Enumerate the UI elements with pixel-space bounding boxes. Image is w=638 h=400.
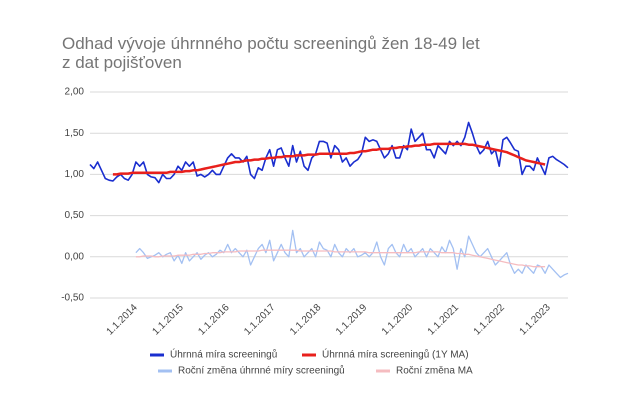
x-tick-label: 1.1.2022	[472, 302, 508, 338]
series-line	[135, 249, 546, 268]
x-tick-label: 1.1.2023	[518, 302, 554, 338]
y-tick-label: 0,50	[65, 210, 85, 221]
y-tick-label: -0,50	[61, 293, 84, 304]
x-tick-label: 1.1.2016	[196, 302, 232, 338]
y-tick-label: 2,00	[65, 87, 85, 98]
x-tick-label: 1.1.2020	[380, 302, 416, 338]
x-tick-label: 1.1.2018	[288, 302, 324, 338]
x-tick-label: 1.1.2019	[334, 302, 370, 338]
x-tick-label: 1.1.2017	[242, 302, 278, 338]
legend-label: Roční změna úhrnné míry screeningů	[178, 365, 345, 377]
y-tick-label: 0,00	[65, 251, 85, 262]
chart-title: Odhad vývoje úhrnného počtu screeningů ž…	[62, 34, 480, 72]
legend-label: Úhrnná míra screeningů	[170, 348, 277, 361]
x-tick-label: 1.1.2014	[105, 302, 141, 338]
series-line	[112, 142, 546, 176]
x-tick-label: 1.1.2021	[426, 302, 462, 338]
legend-label: Úhrnná míra screeningů (1Y MA)	[322, 348, 469, 361]
y-tick-label: 1,50	[65, 128, 85, 139]
legend-label: Roční změna MA	[396, 366, 473, 377]
y-tick-label: 1,00	[65, 169, 85, 180]
series-line	[89, 121, 569, 184]
x-tick-label: 1.1.2015	[150, 302, 186, 338]
